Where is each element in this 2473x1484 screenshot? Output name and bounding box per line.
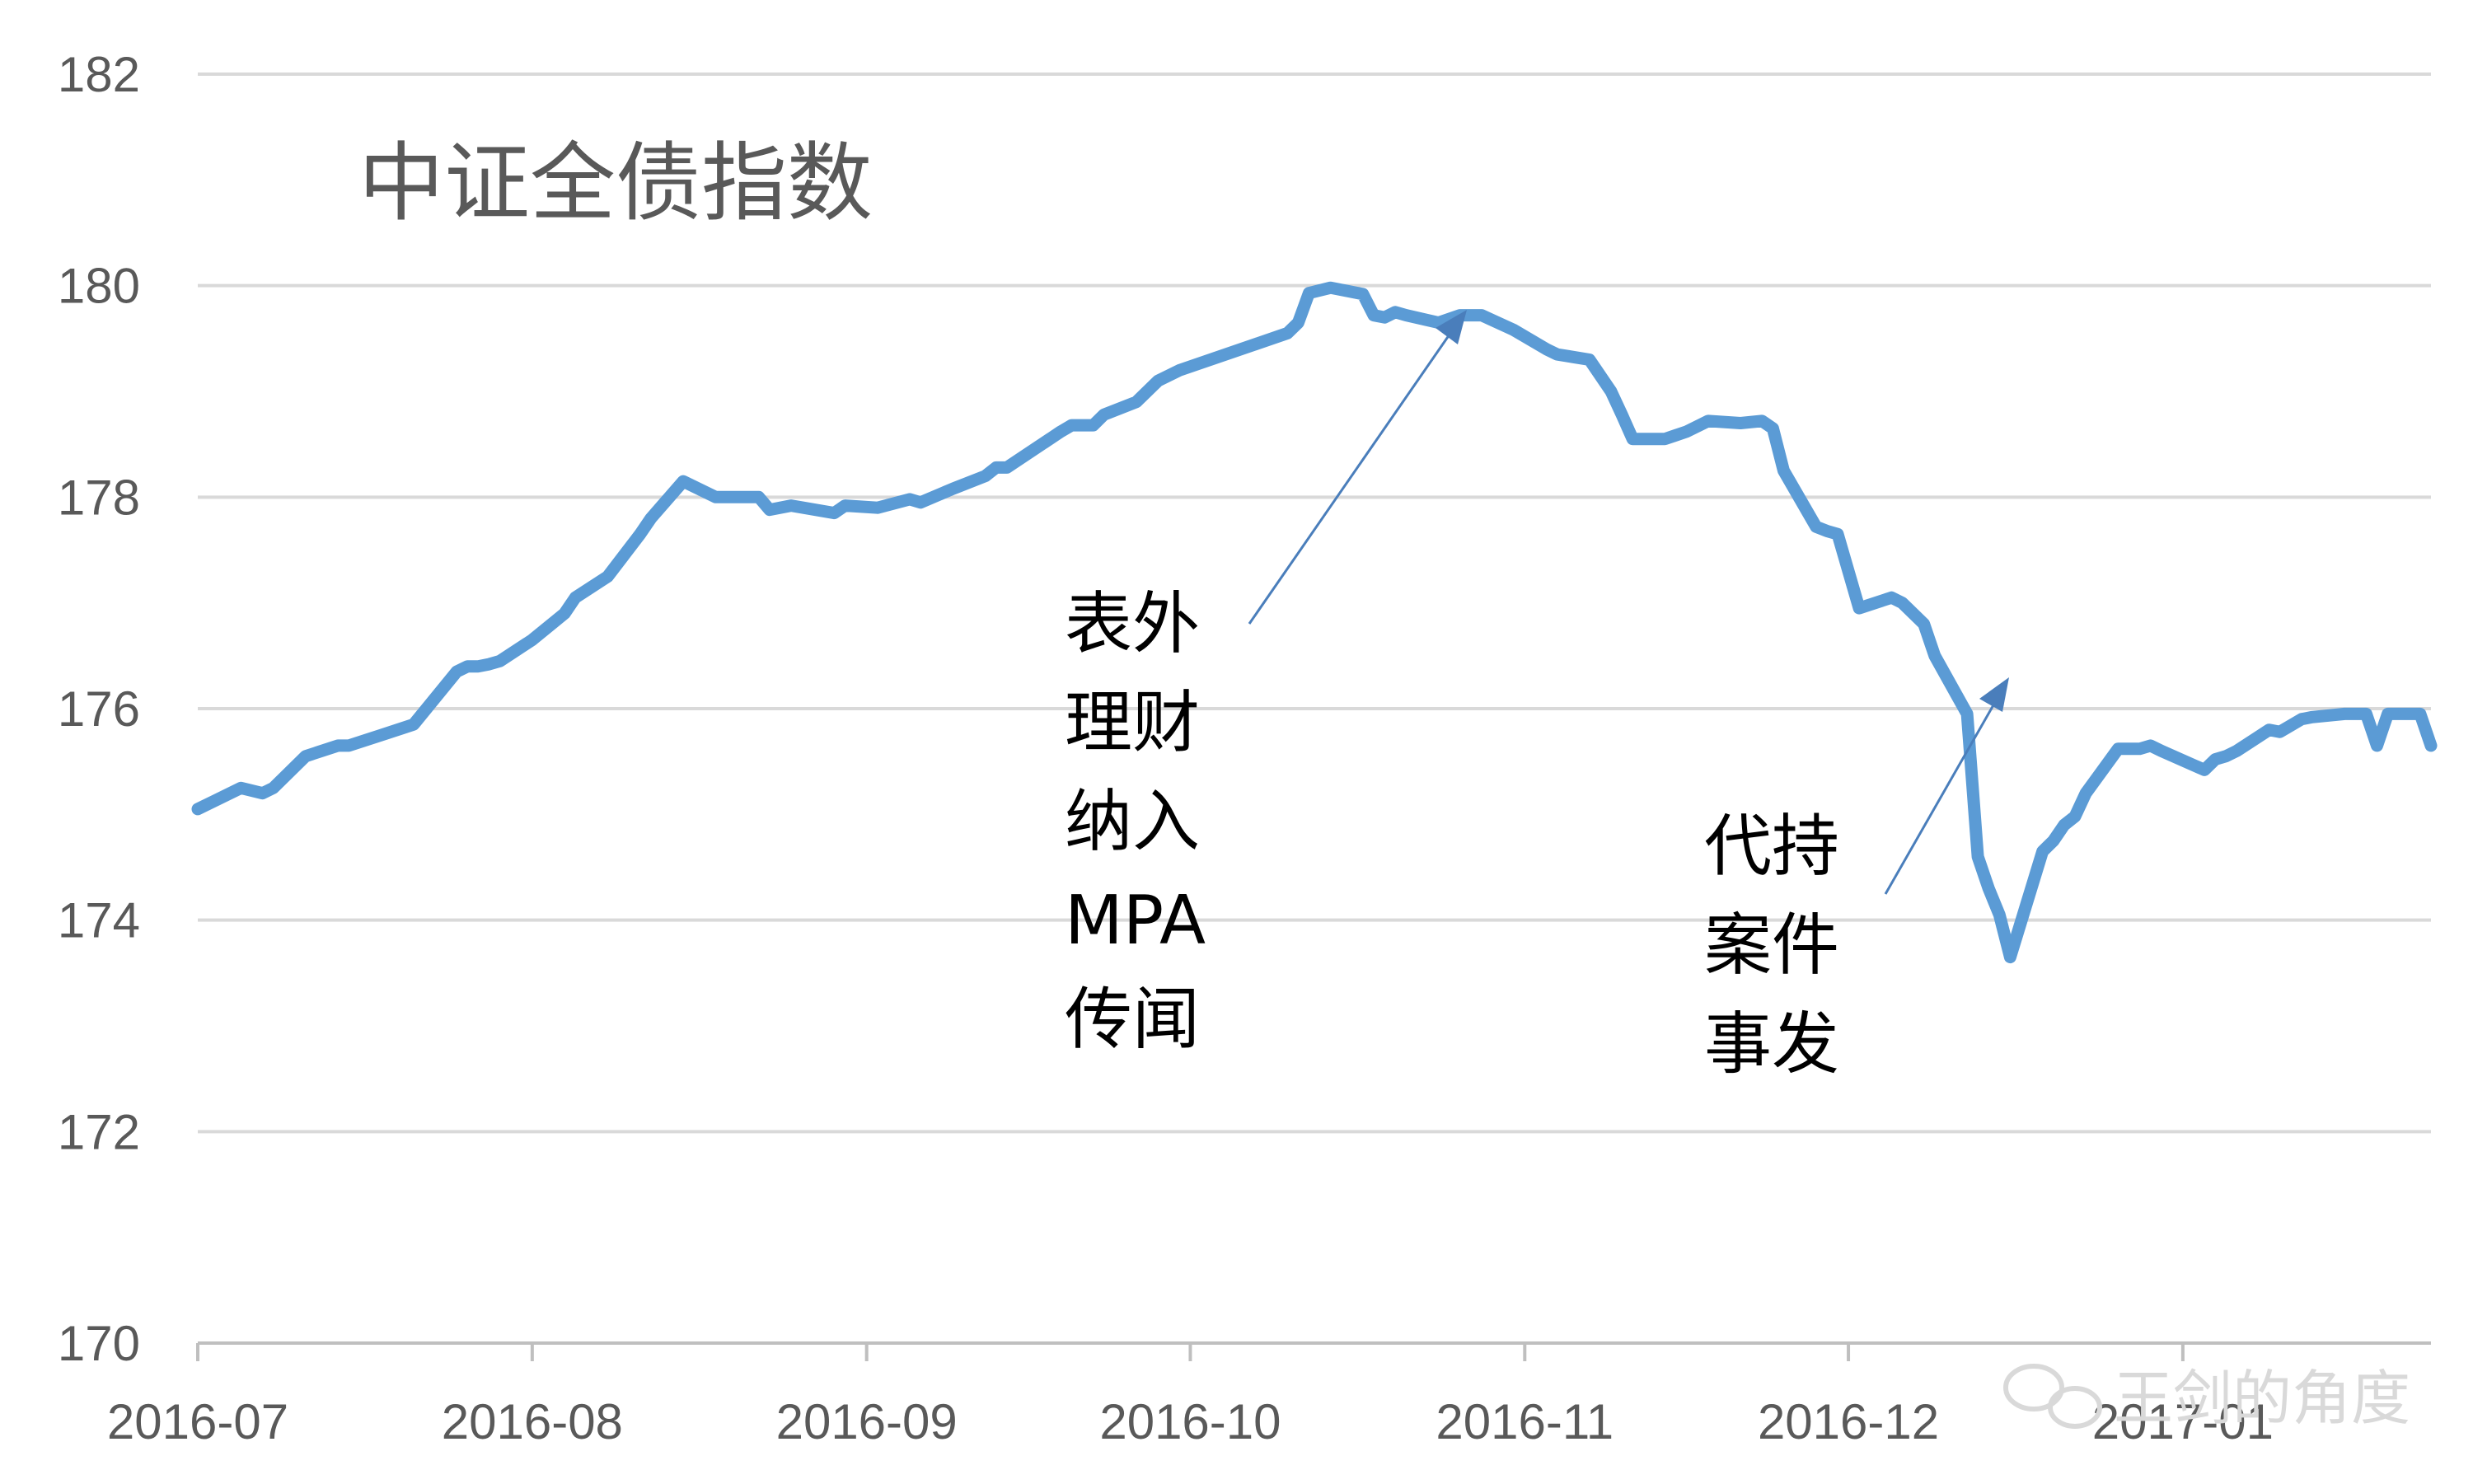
annotation-mpa-line-2: 理财 (1065, 684, 1200, 762)
watermark: 王剑的角度 (2003, 1364, 2410, 1433)
x-tick-label: 2016-12 (1758, 1394, 1939, 1449)
x-tick-label: 2016-08 (442, 1394, 623, 1449)
x-tick-label: 2016-10 (1099, 1394, 1281, 1449)
annotation-repo-case-line-1: 代持 (1704, 808, 1839, 886)
y-tick-label: 170 (58, 1316, 140, 1371)
y-tick-label: 180 (58, 259, 140, 314)
x-axis-tick-labels: 2016-07 2016-08 2016-09 2016-10 2016-11 2016-… (107, 1394, 2274, 1449)
y-tick-label: 172 (58, 1104, 140, 1159)
annotation-mpa-line-3: 纳入 (1065, 783, 1200, 861)
annotation-repo-case: 代持 案件 事发 (1704, 677, 2009, 1084)
annotation-mpa-line-4: MPA (1065, 882, 1206, 960)
x-tick-label: 2016-11 (1436, 1394, 1614, 1449)
y-axis-tick-labels: 170 172 174 176 178 180 182 (58, 47, 140, 1371)
x-tick-label: 2016-09 (776, 1394, 958, 1449)
annotation-repo-case-line-3: 事发 (1704, 1005, 1839, 1084)
x-tick-label: 2017-01 (2092, 1394, 2274, 1449)
annotation-repo-case-arrow (1884, 691, 2002, 895)
y-tick-label: 176 (58, 681, 140, 737)
annotation-repo-case-line-2: 案件 (1704, 906, 1839, 985)
y-tick-label: 174 (58, 893, 140, 948)
wechat-icon (2003, 1364, 2102, 1429)
y-tick-label: 182 (58, 47, 140, 102)
series-line (191, 281, 2438, 964)
annotation-repo-case-arrowhead (1979, 677, 2009, 712)
x-axis-ticks (196, 1343, 2185, 1361)
chart-title: 中证全债指数 (358, 133, 873, 233)
x-tick-label: 2016-07 (107, 1394, 288, 1449)
annotation-mpa-line-5: 传闻 (1065, 981, 1200, 1059)
annotation-mpa-line-1: 表外 (1065, 585, 1200, 663)
annotation-mpa-arrowhead (1436, 310, 1467, 344)
annotation-mpa-arrow (1248, 321, 1460, 625)
watermark-text: 王剑的角度 (2114, 1364, 2410, 1433)
annotation-mpa: 表外 理财 纳入 MPA 传闻 (1065, 310, 1467, 1059)
y-tick-label: 178 (58, 470, 140, 525)
